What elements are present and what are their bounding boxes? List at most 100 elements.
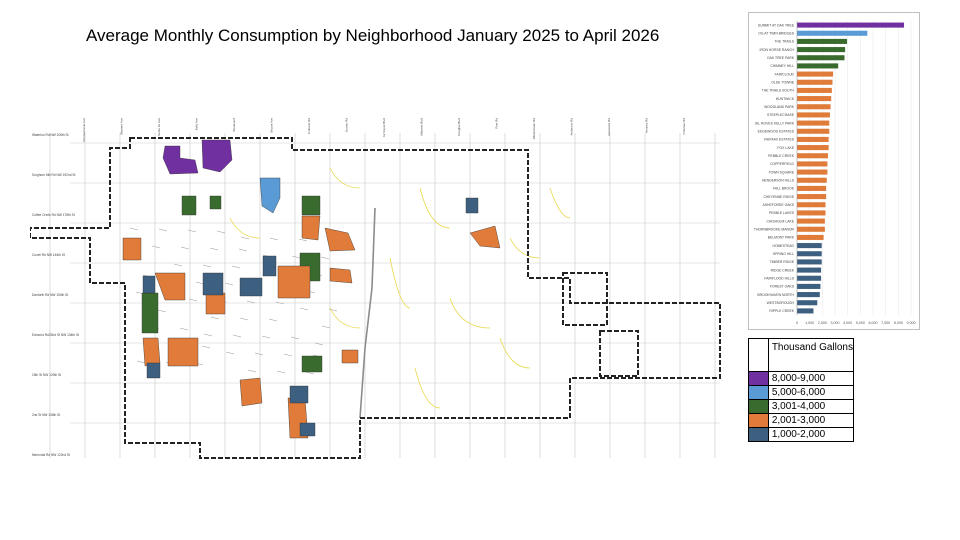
bar <box>797 79 833 85</box>
bar <box>797 96 832 102</box>
street-label-top: Anderson Rd <box>570 118 574 136</box>
category-label: PEBBLE CREEK <box>768 154 795 158</box>
x-tick-label: 3,000 <box>831 321 840 325</box>
neighborhood-orange-9 <box>142 337 161 367</box>
category-label: COPPERFIELD <box>770 162 794 166</box>
legend-label: 2,001-3,000 <box>767 413 855 428</box>
street-label-top: Santa Fe Ave <box>157 118 161 136</box>
category-label: SUMMIT AT OAK TREE <box>758 23 795 27</box>
bar <box>797 136 829 142</box>
bar <box>797 128 830 134</box>
x-tick-label: 5,000 <box>856 321 865 325</box>
bar <box>797 71 834 77</box>
legend-header-row: Thousand Gallons <box>748 338 855 372</box>
street-label-top: Midwest Blvd <box>420 118 424 136</box>
category-label: HUNTWICK <box>776 97 795 101</box>
bar <box>797 300 818 306</box>
minor-streets <box>229 167 571 409</box>
neighborhood-navy-7 <box>299 422 316 437</box>
street-label-top: Bryant Ave <box>270 118 274 133</box>
legend-header: Thousand Gallons <box>767 338 855 372</box>
legend-label: 3,001-4,000 <box>767 399 855 414</box>
street-label-top: Kelly Ave <box>195 118 199 131</box>
bar <box>797 185 827 191</box>
category-label: IRON HORSE RANCH <box>760 48 795 52</box>
neighborhood-orange-8 <box>329 267 353 284</box>
category-label: FOX LAKE <box>777 146 794 150</box>
bar <box>797 169 828 175</box>
neighborhood-purple-1 <box>162 145 199 175</box>
street-label-left: Memorial Rd NW 122nd St <box>32 453 70 457</box>
x-tick-label: 7,000 <box>881 321 890 325</box>
category-label: WESTBOROUGH <box>767 301 795 305</box>
category-label: HOMESTEAD <box>773 244 795 248</box>
city-boundary <box>30 137 721 459</box>
category-label: STEEPLECHASE <box>767 113 795 117</box>
consumption-bar-chart: 0 1,000 2,000 3,000 4,000 5,000 6,000 7,000 8,00… <box>748 12 920 330</box>
neighborhood-polygons <box>122 139 501 439</box>
bar <box>797 153 829 159</box>
neighborhood-navy-2 <box>202 272 224 296</box>
bar <box>797 22 905 28</box>
category-label: CHISHOLM LAKE <box>766 219 794 223</box>
category-label: OLDE TOWNE <box>771 80 794 84</box>
legend-label: 1,000-2,000 <box>767 427 855 442</box>
category-label: FAIRFLOOD HILLS <box>764 276 794 280</box>
bar <box>797 194 827 200</box>
legend-row: 1,000-2,000 <box>748 427 855 442</box>
category-label: GIL ROVES KELLY PARK <box>755 121 795 125</box>
street-label-left: 2nd St NW 106th St <box>32 413 60 417</box>
bar <box>797 161 828 167</box>
category-label: THE TRAILS <box>774 40 794 44</box>
bar <box>797 38 848 44</box>
bar <box>797 177 827 183</box>
neighborhood-navy-1 <box>142 275 156 294</box>
legend-swatch <box>748 385 769 400</box>
street-label-left: Waterloo Rd NW 206th St <box>32 133 69 137</box>
street-label-top: Westminster Rd <box>532 118 536 140</box>
neighborhood-orange-12 <box>341 349 359 364</box>
legend-row: 8,000-9,000 <box>748 371 855 386</box>
x-tick-label: 2,000 <box>818 321 827 325</box>
category-label: BROOKHAVEN NORTH <box>757 293 794 297</box>
neighborhood-green-5 <box>141 292 159 334</box>
slide-title: Average Monthly Consumption by Neighborh… <box>86 26 660 45</box>
category-label: TOWN SQUARE <box>768 170 794 174</box>
bar <box>797 55 845 61</box>
bar <box>797 202 826 208</box>
neighborhood-navy-3 <box>239 277 263 297</box>
bar <box>797 308 814 314</box>
street-label-top: Boulevard <box>232 118 236 132</box>
category-label: WOODLAND PARK <box>764 105 795 109</box>
neighborhood-blue-1 <box>259 177 281 214</box>
category-label: OAK TREE PARK <box>767 56 795 60</box>
neighborhood-orange-5 <box>154 272 186 301</box>
neighborhood-map: Pennsylvania Ave Western Ave Santa Fe Ave K… <box>30 88 730 468</box>
street-label-top: Air Depot Blvd <box>382 118 386 138</box>
neighborhood-navy-4 <box>262 255 277 277</box>
street-labels-left: Waterloo Rd NW 206th St Sorghum Mill Rd N… <box>32 133 79 457</box>
bar <box>797 275 822 281</box>
neighborhood-green-3 <box>301 195 321 216</box>
street-label-top: Western Ave <box>120 118 124 135</box>
street-label-left: Covell Rd NW 164th St <box>32 253 65 257</box>
bar <box>797 210 826 216</box>
bar-chart-canvas: 0 1,000 2,000 3,000 4,000 5,000 6,000 7,000 8,00… <box>754 21 916 325</box>
bar <box>797 112 830 118</box>
category-label: CHEYENNE RIDGE <box>763 195 794 199</box>
category-label: PEBBLE LAKES <box>769 211 795 215</box>
street-label-left: Coffee Creek Rd NW 178th St <box>32 213 75 217</box>
neighborhood-purple-2 <box>201 139 233 173</box>
map-canvas: Pennsylvania Ave Western Ave Santa Fe Ave K… <box>30 118 721 459</box>
street-label-left: Sorghum Mill Rd NW 192nd St <box>32 173 76 177</box>
legend-swatch <box>748 371 769 386</box>
legend-row: 5,000-6,000 <box>748 385 855 400</box>
street-label-left: Edmond Rd/33rd St NW 134th St <box>32 333 79 337</box>
x-tick-label: 0 <box>796 321 798 325</box>
neighborhood-orange-1 <box>122 237 142 261</box>
street-label-left: 15th St NW 120th St <box>32 373 61 377</box>
bar <box>797 283 821 289</box>
neighborhood-orange-10 <box>167 337 199 367</box>
neighborhood-navy-5 <box>146 362 161 379</box>
neighborhood-green-1 <box>181 195 197 216</box>
